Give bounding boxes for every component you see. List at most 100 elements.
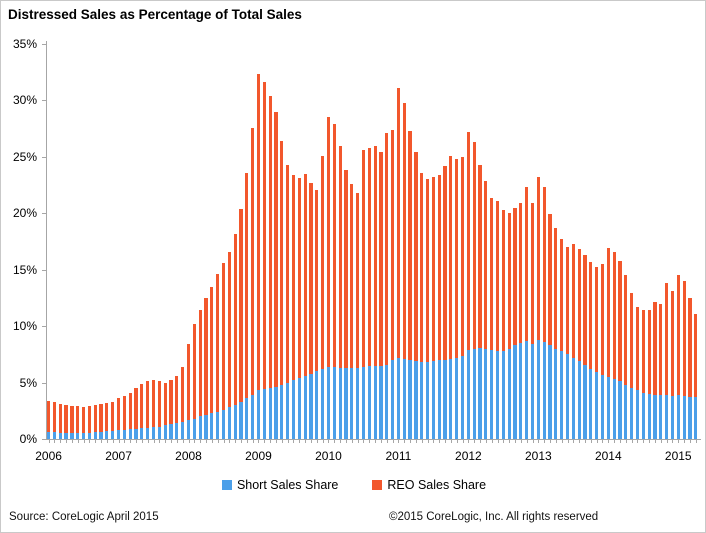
reo-segment [624, 275, 628, 385]
short-sales-segment [163, 425, 167, 439]
reo-segment [268, 95, 272, 389]
bar-2011-11 [455, 159, 459, 439]
x-axis-year-label: 2007 [105, 449, 132, 463]
short-sales-segment [653, 395, 657, 439]
month-tick [130, 440, 132, 443]
reo-segment [659, 303, 663, 395]
reo-segment [163, 382, 167, 426]
short-sales-segment [361, 366, 366, 439]
reo-segment [554, 227, 558, 349]
short-sales-segment [140, 427, 144, 439]
short-sales-segment [630, 388, 634, 439]
x-axis-year-label: 2006 [35, 449, 62, 463]
short-sales-segment [525, 340, 529, 439]
month-tick [695, 440, 697, 443]
short-sales-segment [280, 384, 284, 439]
month-tick [217, 440, 219, 443]
short-sales-segment [606, 376, 610, 439]
month-tick [281, 440, 283, 443]
short-sales-segment [198, 416, 202, 439]
bar-2010-10 [379, 152, 383, 439]
bar-2008-06 [216, 274, 220, 439]
month-tick [305, 440, 307, 443]
short-sales-segment [694, 397, 698, 439]
reo-segment [466, 132, 470, 350]
reo-segment [52, 401, 57, 433]
reo-segment [70, 406, 74, 434]
bar-2013-03 [548, 214, 552, 439]
bar-2011-04 [414, 152, 418, 439]
reo-segment [408, 130, 412, 360]
reo-segment [630, 293, 634, 389]
reo-segment [280, 141, 284, 385]
short-sales-segment [169, 424, 173, 439]
reo-segment [309, 182, 313, 374]
month-tick [410, 440, 412, 443]
month-tick [136, 440, 138, 443]
month-tick [328, 440, 330, 443]
short-sales-segment [151, 426, 156, 439]
reo-segment [216, 274, 220, 412]
month-tick [316, 440, 318, 443]
bar-2013-02 [542, 187, 546, 439]
y-axis-tick-label: 5% [19, 375, 37, 390]
reo-segment [437, 174, 441, 360]
bar-2012-03 [478, 164, 482, 439]
month-tick [485, 440, 487, 443]
bar-2014-03 [618, 260, 622, 439]
y-axis-tick [42, 44, 46, 45]
reo-segment [134, 388, 138, 429]
reo-segment [402, 102, 406, 359]
month-tick [619, 440, 621, 443]
short-sales-segment [589, 369, 593, 439]
month-tick [293, 440, 295, 443]
month-tick [141, 440, 143, 443]
month-tick [77, 440, 79, 443]
reo-segment [140, 383, 144, 428]
bar-2009-02 [262, 82, 266, 439]
bar-2008-11 [245, 172, 249, 439]
bar-2011-02 [402, 102, 406, 439]
short-sales-segment [548, 345, 552, 439]
bar-2008-08 [227, 251, 231, 439]
month-tick [631, 440, 633, 443]
reo-segment [274, 111, 278, 388]
reo-segment [105, 402, 109, 432]
month-tick [171, 440, 173, 443]
short-sales-segment [216, 411, 220, 439]
month-tick [71, 440, 73, 443]
bar-2012-04 [484, 180, 488, 439]
short-sales-segment [373, 365, 377, 439]
x-axis-year-label: 2014 [594, 449, 622, 463]
reo-segment [589, 261, 593, 370]
short-sales-segment [641, 392, 645, 439]
bar-2010-05 [350, 183, 354, 439]
month-tick [252, 440, 254, 443]
short-sales-segment [297, 378, 301, 439]
reo-segment [577, 249, 581, 362]
bar-2010-09 [373, 145, 377, 439]
month-tick [200, 440, 202, 443]
reo-segment [688, 297, 692, 398]
reo-segment [449, 155, 453, 359]
bar-2012-08 [507, 213, 511, 439]
reo-segment [571, 243, 575, 358]
short-sales-segment [245, 398, 249, 439]
reo-segment [332, 124, 336, 367]
short-sales-segment [536, 339, 540, 439]
month-tick [520, 440, 522, 443]
bar-2014-12 [670, 291, 675, 439]
reo-segment [291, 174, 296, 381]
bar-2006-12 [111, 401, 115, 439]
reo-segment [635, 306, 640, 391]
reo-segment [262, 82, 266, 390]
bar-2007-06 [146, 381, 150, 439]
short-sales-segment [466, 349, 470, 439]
month-tick [310, 440, 312, 443]
short-sales-segment [303, 375, 307, 439]
reo-segment [530, 203, 535, 345]
bar-2007-11 [175, 375, 179, 439]
short-sales-segment [635, 390, 640, 439]
reo-segment [583, 255, 587, 365]
